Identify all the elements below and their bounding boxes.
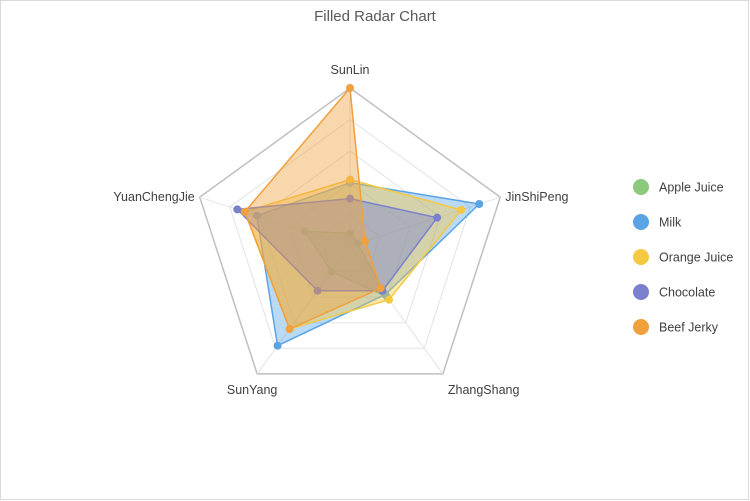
legend-item-apple-juice: Apple Juice [633, 179, 724, 195]
legend-marker-beef-jerky [633, 319, 649, 335]
data-point-apple-juice-sunlin [346, 229, 354, 238]
data-point-beef-jerky-sunlin [346, 84, 354, 92]
series-area-milk [256, 182, 480, 347]
data-point-milk-yuanchengjie [252, 211, 261, 220]
legend-label-apple-juice: Apple Juice [659, 181, 724, 195]
legend-label-orange-juice: Orange Juice [659, 251, 733, 265]
legend-item-beef-jerky: Beef Jerky [633, 319, 719, 335]
data-point-chocolate-sunyang [313, 286, 322, 295]
grid-ring [229, 118, 471, 349]
data-point-orange-juice-sunlin [346, 175, 354, 184]
series-chocolate [233, 194, 442, 295]
legend-item-chocolate: Chocolate [633, 284, 715, 300]
series-area-chocolate [236, 197, 438, 292]
data-point-beef-jerky-sunyang [285, 325, 294, 334]
axis-label-zhangshang: ZhangShang [448, 383, 520, 397]
chart-title: Filled Radar Chart [314, 8, 437, 25]
legend-marker-chocolate [633, 284, 649, 300]
legend-label-chocolate: Chocolate [659, 286, 715, 300]
data-point-apple-juice-yuanchengjie [300, 227, 309, 236]
radar-series [233, 84, 484, 350]
legend-item-milk: Milk [633, 214, 682, 230]
data-point-chocolate-jinshipeng [433, 213, 442, 222]
grid-spoke [349, 196, 501, 247]
axis-label-jinshipeng: JinShiPeng [505, 190, 568, 204]
series-beef-jerky [240, 84, 385, 334]
legend-marker-milk [633, 214, 649, 230]
data-point-beef-jerky-yuanchengjie [240, 207, 249, 216]
data-point-apple-juice-sunyang [327, 267, 336, 276]
grid-spoke [256, 245, 351, 375]
legend-item-orange-juice: Orange Juice [633, 249, 733, 265]
grid-spoke [199, 196, 351, 247]
legend-label-milk: Milk [659, 216, 682, 230]
grid-ring [198, 87, 502, 375]
axis-label-yuanchengjie: YuanChengJie [113, 190, 194, 204]
axis-labels: SunLin JinShiPeng ZhangShang SunYang YuanChe… [113, 63, 568, 397]
radar-grid [198, 87, 502, 375]
legend-label-beef-jerky: Beef Jerky [659, 321, 719, 335]
legend-marker-apple-juice [633, 179, 649, 195]
grid-ring [289, 182, 411, 298]
data-point-milk-sunyang [273, 341, 282, 350]
data-point-milk-jinshipeng [475, 200, 484, 209]
series-area-beef-jerky [244, 87, 382, 330]
data-point-apple-juice-jinshipeng [353, 239, 362, 248]
data-point-chocolate-sunlin [346, 194, 354, 203]
axis-label-sunyang: SunYang [227, 383, 278, 397]
data-point-chocolate-yuanchengjie [233, 205, 242, 214]
data-point-beef-jerky-zhangshang [376, 284, 385, 293]
grid-spoke [349, 245, 444, 375]
series-apple-juice [300, 227, 392, 302]
data-point-orange-juice-jinshipeng [457, 205, 466, 214]
axis-label-sunlin: SunLin [331, 63, 370, 77]
legend-marker-orange-juice [633, 249, 649, 265]
data-point-orange-juice-zhangshang [385, 295, 394, 304]
data-point-beef-jerky-jinshipeng [361, 237, 370, 246]
legend: Apple Juice Milk Orange Juice Chocolate Beef… [633, 179, 733, 335]
